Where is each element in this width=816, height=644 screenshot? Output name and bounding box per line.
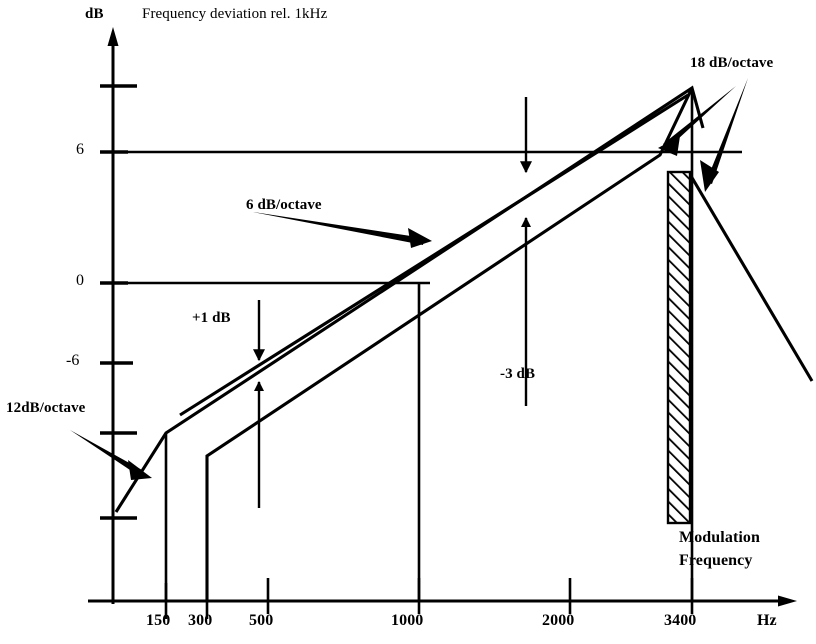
x-axis-ticks xyxy=(164,578,694,619)
annotation-6db-octave: 6 dB/octave xyxy=(246,197,322,213)
vertical-marker-lines xyxy=(164,88,694,601)
annotation-leader-18db-lower xyxy=(700,78,748,192)
y-tick-label-minus6: -6 xyxy=(66,352,80,369)
x-axis xyxy=(88,595,797,607)
y-axis-name: dB xyxy=(85,6,104,22)
x-tick-label-2000: 2000 xyxy=(542,612,575,629)
y-axis xyxy=(107,27,119,604)
annotation-plus-1db: +1 dB xyxy=(192,310,231,326)
x-tick-label-150: 150 xyxy=(146,612,171,629)
y-tick-label-0: 0 xyxy=(76,272,85,289)
annotation-leader-12db xyxy=(70,430,152,480)
annotation-18db-octave: 18 dB/octave xyxy=(690,55,774,71)
modulation-frequency-band xyxy=(666,170,692,525)
x-tick-label-500: 500 xyxy=(249,612,274,629)
x-tick-label-1000: 1000 xyxy=(391,612,424,629)
annotation-12db-octave: 12dB/octave xyxy=(6,400,86,416)
x-tick-label-300: 300 xyxy=(188,612,213,629)
annotation-minus-3db: -3 dB xyxy=(500,366,536,382)
x-axis-name: Hz xyxy=(757,612,777,629)
annotation-leader-6db xyxy=(253,212,432,248)
x-tick-label-3400: 3400 xyxy=(664,612,697,629)
lower-mask-curve xyxy=(205,87,694,601)
y-tick-label-6: 6 xyxy=(76,141,85,158)
annotation-leader-18db-upper xyxy=(658,86,736,156)
steep-rolloff-line xyxy=(689,175,814,382)
chart-title: Frequency deviation rel. 1kHz xyxy=(142,6,328,22)
modulation-frequency-label-line1: Modulation xyxy=(679,529,761,546)
modulation-frequency-label-line2: Frequency xyxy=(679,552,753,569)
